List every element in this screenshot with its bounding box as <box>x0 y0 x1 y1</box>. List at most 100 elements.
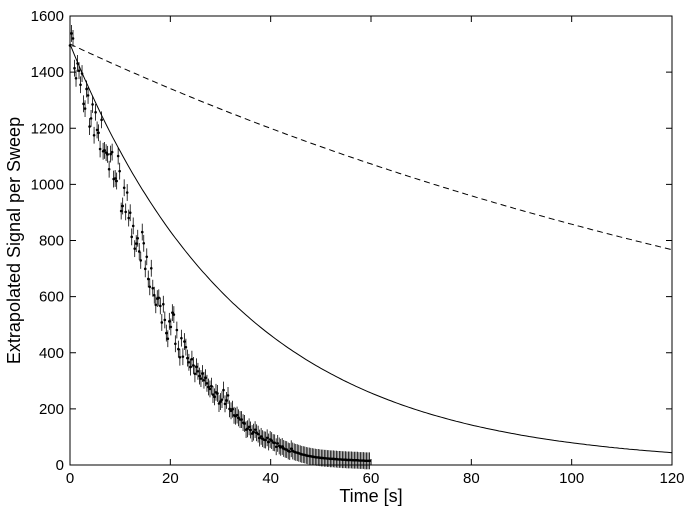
data-point <box>208 380 212 398</box>
data-marker <box>247 425 251 429</box>
data-point <box>276 434 279 452</box>
data-point <box>89 110 93 127</box>
data-marker <box>246 427 249 431</box>
data-marker <box>243 422 246 425</box>
data-point <box>201 365 204 382</box>
data-marker <box>276 442 279 445</box>
data-marker <box>98 147 102 151</box>
data-point <box>74 69 78 87</box>
data-marker <box>171 311 174 314</box>
data-marker <box>280 445 284 448</box>
y-tick-label: 200 <box>39 401 64 418</box>
data-point <box>143 260 147 278</box>
data-marker <box>128 211 132 215</box>
data-point <box>180 329 183 347</box>
data-point <box>86 86 90 104</box>
data-marker <box>228 407 231 411</box>
data-point <box>137 243 141 260</box>
data-point <box>146 270 150 288</box>
data-marker <box>186 356 189 360</box>
data-point <box>226 386 230 404</box>
y-tick-label: 1200 <box>31 120 64 137</box>
data-point <box>220 391 224 409</box>
data-point <box>80 65 84 82</box>
data-marker <box>124 210 127 214</box>
data-point <box>280 438 284 455</box>
data-point <box>159 297 162 315</box>
data-point <box>73 59 76 77</box>
data-marker <box>149 266 153 270</box>
data-point <box>127 209 130 227</box>
data-point <box>196 362 200 380</box>
fit-curve <box>69 43 673 454</box>
data-marker <box>265 436 269 440</box>
data-marker <box>100 118 103 122</box>
data-point <box>97 124 100 142</box>
data-marker <box>122 186 126 190</box>
data-point <box>258 429 261 447</box>
data-marker <box>162 302 165 306</box>
data-marker <box>235 413 239 417</box>
data-point <box>289 440 293 458</box>
x-tick-label: 100 <box>559 470 584 487</box>
data-point <box>252 423 255 441</box>
data-marker <box>220 398 224 401</box>
data-point <box>145 248 149 266</box>
data-marker <box>73 66 76 70</box>
x-tick-label: 40 <box>262 470 279 487</box>
y-tick-label: 1000 <box>31 176 64 193</box>
data-point <box>98 140 102 158</box>
data-point <box>243 415 246 432</box>
data-marker <box>91 103 94 106</box>
data-point <box>165 324 168 342</box>
data-point <box>119 202 123 220</box>
data-point <box>109 145 112 163</box>
axes-frame <box>69 15 673 466</box>
data-marker <box>189 365 192 369</box>
data-marker <box>166 337 170 341</box>
data-marker <box>119 209 123 213</box>
data-point <box>148 278 152 296</box>
data-marker <box>205 382 209 385</box>
data-marker <box>193 372 197 376</box>
data-point <box>193 365 197 383</box>
data-marker <box>231 407 234 411</box>
data-point <box>118 162 121 180</box>
data-marker <box>139 259 143 262</box>
data-marker <box>165 331 168 335</box>
data-marker <box>210 384 213 388</box>
data-point <box>202 371 206 389</box>
data-marker <box>217 402 221 405</box>
data-point <box>204 369 207 387</box>
data-marker <box>79 83 82 87</box>
data-marker <box>168 320 171 323</box>
data-marker <box>163 318 167 322</box>
x-tick-label: 0 <box>66 470 74 487</box>
data-marker <box>184 345 188 349</box>
data-point <box>107 160 111 178</box>
data-marker <box>256 432 260 436</box>
data-point <box>125 184 129 201</box>
data-marker <box>213 395 216 399</box>
data-point <box>121 197 124 215</box>
data-marker <box>226 394 230 397</box>
y-tick-label: 600 <box>39 289 64 306</box>
data-point <box>216 385 219 402</box>
data-point <box>70 24 73 42</box>
data-marker <box>146 277 150 281</box>
data-point <box>122 179 126 197</box>
data-marker <box>71 37 75 40</box>
data-marker <box>223 402 227 406</box>
data-point <box>71 30 75 47</box>
data-marker <box>74 76 78 80</box>
data-marker <box>118 169 121 173</box>
data-marker <box>216 392 219 395</box>
data-point <box>253 421 257 439</box>
plot-area: 0 20 40 60 80 100 1200200400600800100012001400… <box>31 8 685 487</box>
data-point <box>76 55 79 72</box>
data-marker <box>83 107 87 110</box>
data-point <box>104 144 108 162</box>
data-marker <box>115 179 118 183</box>
data-marker <box>134 242 138 245</box>
data-point <box>82 95 85 113</box>
